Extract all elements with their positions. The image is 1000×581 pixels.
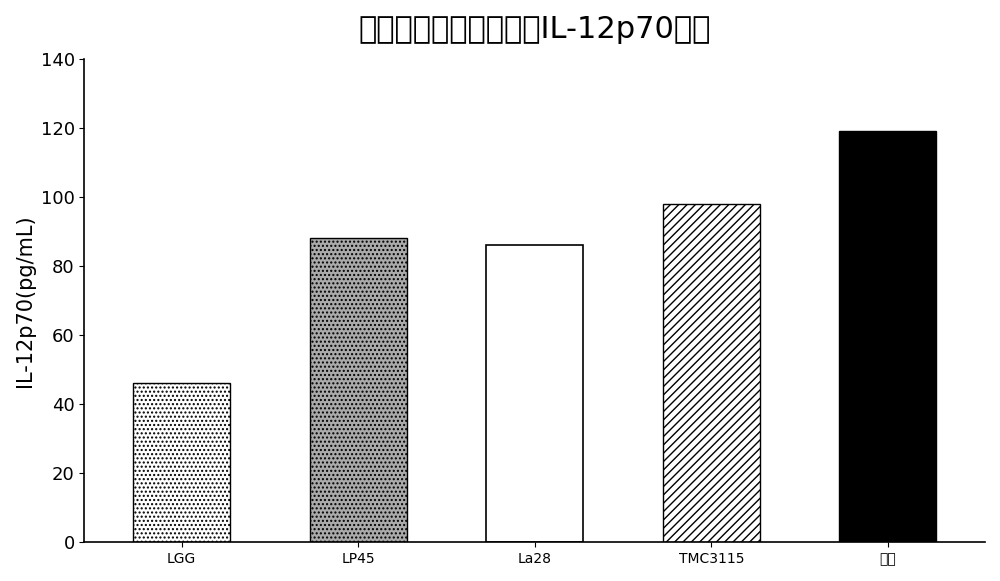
Bar [310,238,407,542]
Bar [839,131,936,542]
Bar [486,245,583,542]
Bar [133,383,230,542]
Bar [663,204,760,542]
Title: 乳酸菌活菌刺激白介素IL-12p70分泌: 乳酸菌活菌刺激白介素IL-12p70分泌 [359,15,711,44]
Y-axis label: IL-12p70(pg/mL): IL-12p70(pg/mL) [15,214,35,387]
